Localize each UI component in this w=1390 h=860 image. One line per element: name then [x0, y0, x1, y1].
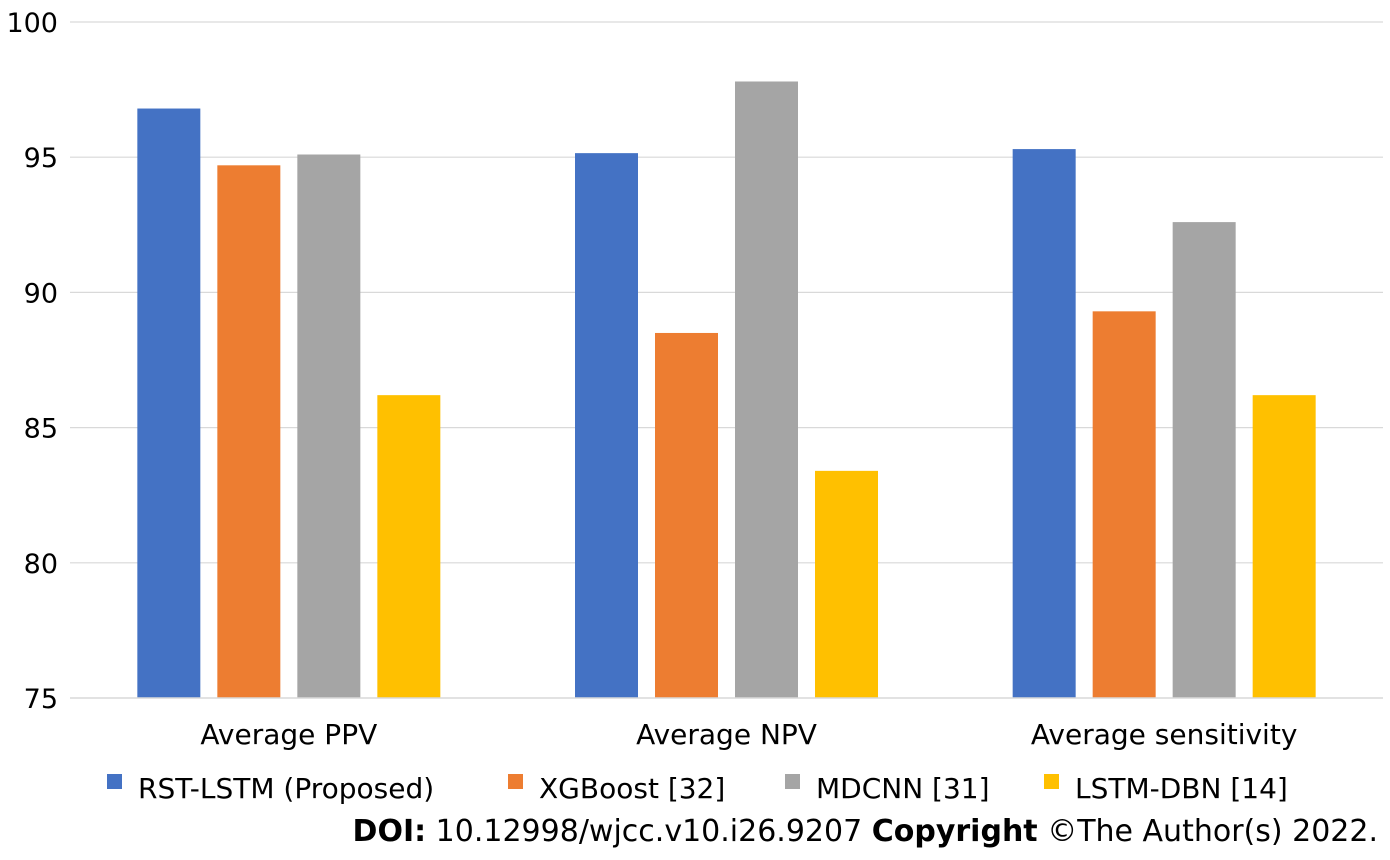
bar	[575, 153, 638, 699]
doi-value: 10.12998/wjcc.v10.i26.9207	[435, 814, 863, 849]
y-tick-label: 95	[24, 143, 58, 174]
y-tick-label: 80	[24, 549, 58, 580]
category-label: Average NPV	[636, 718, 817, 751]
legend: RST-LSTM (Proposed) XGBoost [32] MDCNN [31…	[107, 772, 1288, 805]
gridlines	[70, 21, 1383, 564]
category-label: Average PPV	[200, 718, 377, 751]
y-tick-label: 75	[24, 684, 58, 715]
bar	[1012, 149, 1076, 698]
bar	[735, 81, 798, 699]
y-tick-label: 85	[24, 414, 58, 445]
copyright-label: Copyright	[871, 814, 1038, 849]
bar	[815, 470, 878, 698]
bar	[217, 165, 281, 698]
bar	[297, 154, 361, 699]
bar	[377, 395, 441, 698]
legend-label: MDCNN [31]	[816, 772, 990, 805]
legend-label: LSTM-DBN [14]	[1075, 772, 1288, 805]
category-label: Average sensitivity	[1031, 718, 1297, 751]
bar	[1092, 311, 1156, 698]
category-labels: Average PPV Average NPV Average sensitivit…	[200, 718, 1297, 751]
y-tick-label: 100	[6, 8, 58, 39]
doi-label: DOI:	[352, 814, 427, 849]
credit-line: DOI: 10.12998/wjcc.v10.i26.9207 Copyrigh…	[353, 814, 1378, 849]
y-tick-label: 90	[24, 278, 58, 309]
bar	[1172, 222, 1236, 698]
copyright-value: ©The Author(s) 2022.	[1047, 814, 1378, 849]
bar	[137, 108, 201, 698]
legend-label: RST-LSTM (Proposed)	[138, 772, 434, 805]
y-axis-ticks: 75 80 85 90 95 100	[6, 8, 58, 715]
legend-swatch	[508, 774, 523, 789]
legend-swatch	[1044, 774, 1059, 789]
legend-swatch	[785, 774, 800, 789]
legend-swatch	[107, 774, 122, 789]
legend-label: XGBoost [32]	[539, 772, 725, 805]
bar	[1252, 395, 1316, 698]
bars	[137, 81, 1316, 699]
bar	[655, 332, 718, 698]
